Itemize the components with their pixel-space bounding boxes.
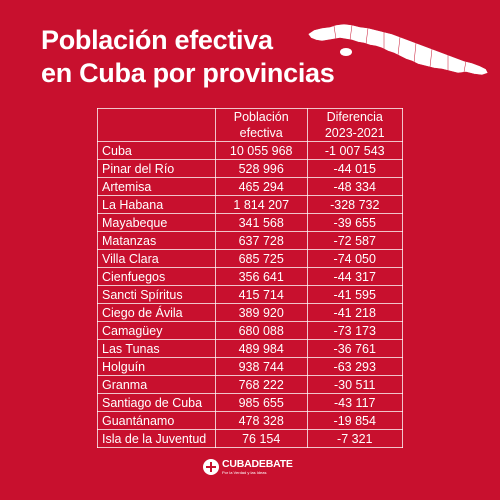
population-value: 76 154 — [214, 429, 308, 448]
difference-value: -41 218 — [306, 303, 404, 322]
population-value: 985 655 — [214, 393, 308, 412]
difference-value: -43 117 — [306, 393, 404, 412]
province-name: Las Tunas — [97, 339, 216, 358]
difference-value: -63 293 — [306, 357, 404, 376]
population-value: 938 744 — [214, 357, 308, 376]
province-name: Camagüey — [97, 321, 216, 340]
population-value: 680 088 — [214, 321, 308, 340]
table-row: Pinar del Río 528 996 -44 015 — [97, 159, 404, 178]
province-name: Santiago de Cuba — [97, 393, 216, 412]
province-name: Villa Clara — [97, 249, 216, 268]
title-line-1: Población efectiva — [41, 25, 273, 55]
province-name: Matanzas — [97, 231, 216, 250]
table-row: Artemisa 465 294 -48 334 — [97, 177, 404, 196]
province-name: Artemisa — [97, 177, 216, 196]
province-name: Pinar del Río — [97, 159, 216, 178]
province-name: Sancti Spíritus — [97, 285, 216, 304]
province-name: Holguín — [97, 357, 216, 376]
table-row: Cuba 10 055 968 -1 007 543 — [97, 141, 404, 160]
population-value: 356 641 — [214, 267, 308, 286]
population-value: 389 920 — [214, 303, 308, 322]
cubadebate-logo-icon — [203, 459, 219, 475]
population-value: 10 055 968 — [214, 141, 308, 160]
table-row: Matanzas 637 728 -72 587 — [97, 231, 404, 250]
province-name: Granma — [97, 375, 216, 394]
table-row: Granma 768 222 -30 511 — [97, 375, 404, 394]
population-value: 465 294 — [214, 177, 308, 196]
population-table: Población efectiva Diferencia 2023-2021 … — [97, 108, 404, 448]
table-row: Santiago de Cuba 985 655 -43 117 — [97, 393, 404, 412]
population-value: 528 996 — [214, 159, 308, 178]
header-empty — [97, 108, 216, 142]
logo-name: CUBADEBATE — [222, 458, 293, 471]
table-header-row: Población efectiva Diferencia 2023-2021 — [97, 108, 404, 142]
population-value: 341 568 — [214, 213, 308, 232]
page-title: Población efectiva en Cuba por provincia… — [41, 24, 335, 90]
header-difference-line-2: 2023-2021 — [324, 126, 385, 140]
header-population-line-2: efectiva — [239, 126, 283, 140]
title-line-2: en Cuba por provincias — [41, 58, 335, 88]
difference-value: -19 854 — [306, 411, 404, 430]
header-population: Población efectiva — [214, 108, 308, 142]
population-value: 768 222 — [214, 375, 308, 394]
difference-value: -1 007 543 — [306, 141, 404, 160]
province-name: Cuba — [97, 141, 216, 160]
cuba-map-icon — [307, 23, 489, 76]
table-row: Guantánamo 478 328 -19 854 — [97, 411, 404, 430]
table-row: Isla de la Juventud 76 154 -7 321 — [97, 429, 404, 448]
population-value: 415 714 — [214, 285, 308, 304]
cubadebate-logo: CUBADEBATE Por la Verdad y las Ideas — [203, 459, 293, 475]
difference-value: -7 321 — [306, 429, 404, 448]
province-name: La Habana — [97, 195, 216, 214]
table-row: Villa Clara 685 725 -74 050 — [97, 249, 404, 268]
table-row: Las Tunas 489 984 -36 761 — [97, 339, 404, 358]
province-name: Isla de la Juventud — [97, 429, 216, 448]
population-value: 489 984 — [214, 339, 308, 358]
population-value: 685 725 — [214, 249, 308, 268]
header-difference-line-1: Diferencia — [326, 110, 383, 124]
difference-value: -74 050 — [306, 249, 404, 268]
difference-value: -30 511 — [306, 375, 404, 394]
difference-value: -73 173 — [306, 321, 404, 340]
header-population-line-1: Población — [233, 110, 289, 124]
province-name: Cienfuegos — [97, 267, 216, 286]
table-row: Holguín 938 744 -63 293 — [97, 357, 404, 376]
table-row: Camagüey 680 088 -73 173 — [97, 321, 404, 340]
population-value: 1 814 207 — [214, 195, 308, 214]
difference-value: -48 334 — [306, 177, 404, 196]
province-name: Guantánamo — [97, 411, 216, 430]
province-name: Mayabeque — [97, 213, 216, 232]
difference-value: -44 015 — [306, 159, 404, 178]
population-value: 478 328 — [214, 411, 308, 430]
province-name: Ciego de Ávila — [97, 303, 216, 322]
difference-value: -44 317 — [306, 267, 404, 286]
table-row: Cienfuegos 356 641 -44 317 — [97, 267, 404, 286]
difference-value: -39 655 — [306, 213, 404, 232]
difference-value: -36 761 — [306, 339, 404, 358]
table-row: Sancti Spíritus 415 714 -41 595 — [97, 285, 404, 304]
table-row: La Habana 1 814 207 -328 732 — [97, 195, 404, 214]
table-row: Ciego de Ávila 389 920 -41 218 — [97, 303, 404, 322]
difference-value: -328 732 — [306, 195, 404, 214]
population-value: 637 728 — [214, 231, 308, 250]
difference-value: -72 587 — [306, 231, 404, 250]
table-row: Mayabeque 341 568 -39 655 — [97, 213, 404, 232]
header-difference: Diferencia 2023-2021 — [306, 108, 404, 142]
logo-tagline: Por la Verdad y las Ideas — [222, 469, 267, 475]
difference-value: -41 595 — [306, 285, 404, 304]
